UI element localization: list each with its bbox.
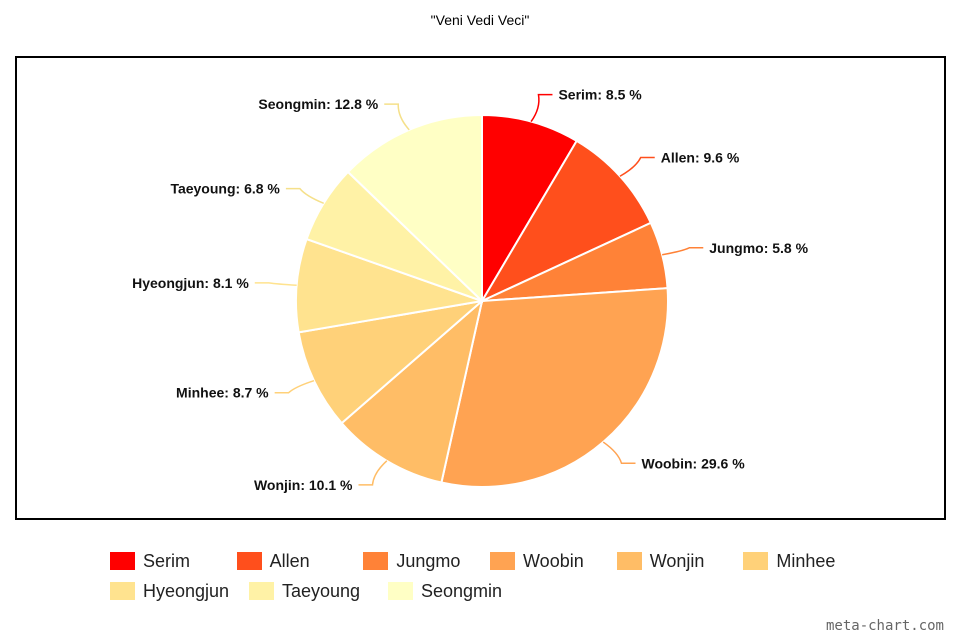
- data-label-serim: Serim: 8.5 %: [558, 87, 642, 103]
- legend-item-allen[interactable]: Allen: [236, 550, 361, 572]
- pie-slice-seongmin: [346, 113, 483, 304]
- legend-item-seongmin[interactable]: Seongmin: [388, 581, 524, 602]
- legend-item-taeyoung[interactable]: Taeyoung: [249, 581, 385, 602]
- leader-line-minhee: [274, 380, 315, 394]
- legend-label: Taeyoung: [282, 580, 361, 601]
- leader-line-hyeongjun: [254, 282, 297, 286]
- leader-line-jungmo: [662, 247, 704, 256]
- leader-line-taeyoung: [285, 187, 324, 205]
- legend-label: Serim: [143, 550, 191, 571]
- legend-swatch: [388, 582, 413, 600]
- data-label-taeyoung: Taeyoung: 6.8 %: [170, 181, 280, 197]
- data-label-allen: Allen: 9.6 %: [661, 149, 740, 165]
- leader-line-seongmin: [384, 103, 410, 131]
- pie-chart: Serim: 8.5 % Allen: 9.6 % Jungmo: 5.8 % Woo…: [132, 87, 809, 493]
- data-label-wonjin: Wonjin: 10.1 %: [254, 477, 353, 493]
- legend: Serim Allen Jungmo Woobin Wonjin Minhee Hyeong…: [110, 546, 870, 606]
- legend-item-jungmo[interactable]: Jungmo: [363, 551, 487, 572]
- data-label-woobin: Woobin: 29.6 %: [641, 455, 745, 471]
- data-label-hyeongjun: Hyeongjun: 8.1 %: [132, 275, 249, 291]
- legend-swatch: [363, 552, 389, 570]
- chart-title: "Veni Vedi Veci": [430, 12, 530, 28]
- data-label-seongmin: Seongmin: 12.8 %: [258, 96, 378, 112]
- legend-label: Seongmin: [421, 580, 503, 601]
- legend-item-hyeongjun[interactable]: Hyeongjun: [110, 581, 246, 602]
- legend-swatch: [743, 552, 769, 570]
- pie-slice-woobin: [440, 287, 669, 488]
- legend-label: Jungmo: [396, 550, 461, 571]
- legend-swatch: [236, 552, 262, 570]
- pie-slice-serim: [481, 113, 579, 305]
- legend-swatch: [110, 582, 135, 600]
- legend-swatch: [490, 552, 516, 570]
- legend-row: Hyeongjun Taeyoung Seongmin: [110, 576, 870, 606]
- leader-line-allen: [619, 156, 655, 177]
- legend-label: Minhee: [776, 550, 836, 571]
- legend-label: Allen: [269, 550, 310, 571]
- legend-label: Wonjin: [649, 550, 705, 571]
- legend-swatch: [249, 582, 274, 600]
- legend-label: Hyeongjun: [143, 580, 230, 601]
- legend-item-serim[interactable]: Serim: [110, 551, 234, 572]
- legend-item-minhee[interactable]: Minhee: [743, 551, 867, 572]
- legend-label: Woobin: [523, 550, 584, 571]
- leader-line-wonjin: [358, 460, 388, 486]
- pie-slice-hyeongjun: [295, 237, 486, 334]
- watermark: meta-chart.com: [825, 618, 944, 634]
- pie-slice-minhee: [297, 299, 486, 425]
- legend-swatch: [616, 552, 642, 570]
- pie-slice-wonjin: [340, 298, 484, 484]
- data-label-minhee: Minhee: 8.7 %: [176, 385, 269, 401]
- plot-area: Serim: 8.5 % Allen: 9.6 % Jungmo: 5.8 % Woo…: [15, 56, 946, 520]
- leader-line-woobin: [602, 441, 636, 465]
- legend-item-wonjin[interactable]: Wonjin: [616, 550, 741, 572]
- legend-swatch: [110, 552, 135, 570]
- legend-row: Serim Allen Jungmo Woobin Wonjin Minhee: [110, 546, 870, 576]
- legend-item-woobin[interactable]: Woobin: [490, 551, 614, 572]
- data-label-jungmo: Jungmo: 5.8 %: [709, 240, 808, 256]
- leader-line-serim: [530, 93, 553, 123]
